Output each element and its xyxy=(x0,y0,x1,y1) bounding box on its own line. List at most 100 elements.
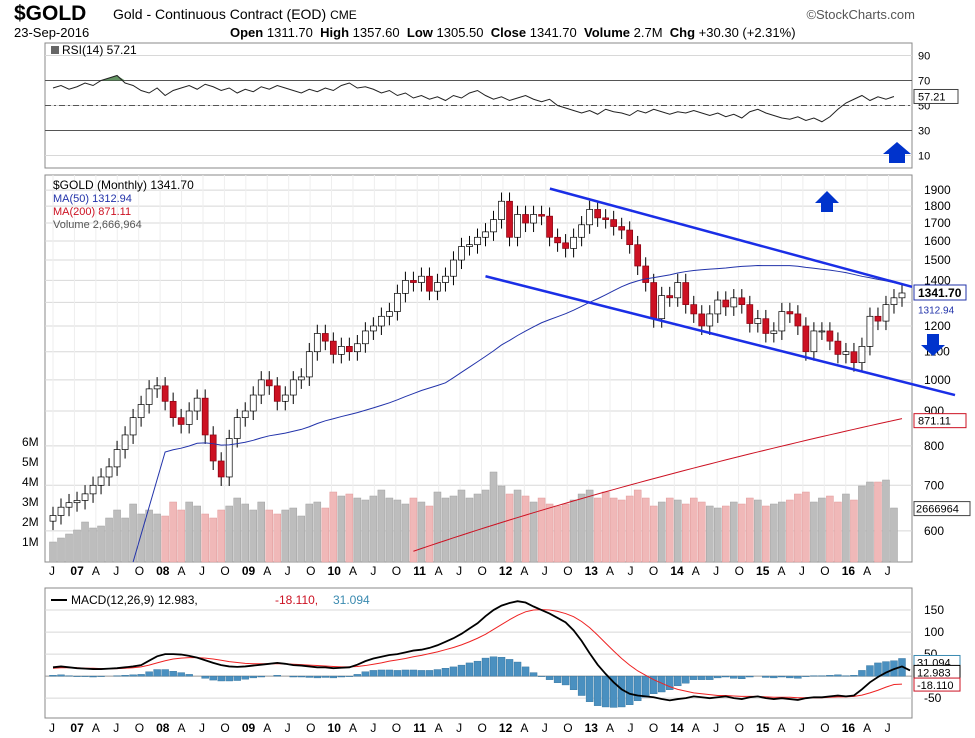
volume-bar xyxy=(57,537,65,563)
volume-bar xyxy=(265,509,274,563)
macd-histogram-bar xyxy=(297,675,305,678)
macd-tick-label: 150 xyxy=(924,603,944,617)
macd-histogram-bar xyxy=(241,675,249,680)
candle-body xyxy=(810,330,818,353)
candle-body xyxy=(370,325,377,332)
volume-bar xyxy=(722,505,730,563)
volume-bar xyxy=(425,505,434,563)
candle-body xyxy=(490,219,497,233)
volume-bar xyxy=(569,499,578,563)
price-tick-label: 1000 xyxy=(924,373,951,387)
volume-tick-label: 4M xyxy=(22,475,39,489)
description-text: Gold - Continuous Contract (EOD) xyxy=(113,6,327,22)
x-axis-label: J xyxy=(799,564,805,578)
volume-bar xyxy=(481,489,490,563)
candle-body xyxy=(474,236,481,246)
candle-body xyxy=(466,244,473,247)
volume-bar xyxy=(369,495,378,563)
macd-histogram-bar xyxy=(161,669,169,677)
description: Gold - Continuous Contract (EOD) CME xyxy=(113,6,357,22)
candle-body xyxy=(402,280,409,294)
macd-x-axis-label: 16 xyxy=(842,721,856,735)
x-axis-label: J xyxy=(885,564,891,578)
volume-bar xyxy=(706,505,714,563)
candle-body xyxy=(866,315,874,347)
candle-body xyxy=(418,275,425,283)
candle-body xyxy=(209,434,217,462)
x-axis-label: J xyxy=(49,564,55,578)
candle-body xyxy=(137,404,145,419)
chg-value: +30.30 (+2.31%) xyxy=(698,25,796,40)
macd-value: 12.983 xyxy=(917,667,951,679)
macd-x-axis-label: 10 xyxy=(328,721,342,735)
volume-bar xyxy=(826,495,834,563)
x-axis-label: O xyxy=(306,564,315,578)
volume-bar xyxy=(625,495,634,563)
macd-histogram-bar xyxy=(57,674,65,677)
macd-histogram-bar xyxy=(858,670,866,677)
macd-histogram-bar xyxy=(385,669,394,677)
candle-body xyxy=(65,502,73,508)
volume-bar xyxy=(89,527,97,563)
volume-bar xyxy=(738,503,746,563)
ma50-line xyxy=(132,265,903,563)
macd-histogram-bar xyxy=(593,675,602,706)
macd-x-axis-label: 07 xyxy=(70,721,84,735)
macd-histogram-bar xyxy=(882,661,890,677)
candle-body xyxy=(858,346,866,364)
macd-x-axis-label: J xyxy=(456,721,462,735)
candle-body xyxy=(730,297,738,308)
ma50-value-label: 1312.94 xyxy=(918,305,955,316)
candle-body xyxy=(514,214,521,238)
candle-body xyxy=(105,466,113,478)
candle-body xyxy=(378,315,385,327)
macd-histogram-bar xyxy=(513,661,522,677)
volume-bar xyxy=(890,507,898,563)
candle-body xyxy=(193,397,201,412)
candle-body xyxy=(257,379,265,396)
macd-histogram-bar xyxy=(369,670,378,677)
volume-bar xyxy=(121,517,129,563)
price-tick-label: 1200 xyxy=(924,319,951,333)
x-axis-label: 16 xyxy=(842,564,856,578)
candle-body xyxy=(217,460,225,478)
candle-body xyxy=(426,275,433,292)
x-axis-label: A xyxy=(435,564,443,578)
candle-body xyxy=(81,493,89,501)
macd-signal-value: -18.110 xyxy=(917,680,954,692)
volume-bar xyxy=(505,493,514,563)
macd-histogram-bar xyxy=(145,671,153,677)
volume-bar xyxy=(730,501,738,563)
macd-x-axis-label: A xyxy=(178,721,186,735)
volume-tick-label: 6M xyxy=(22,435,39,449)
upper-trendline xyxy=(549,187,913,289)
candle-body xyxy=(345,346,353,353)
macd-histogram-bar xyxy=(89,675,97,678)
volume-bar xyxy=(281,509,290,563)
macd-histogram-bar xyxy=(553,675,562,683)
volume-bar xyxy=(233,497,241,563)
close-value: 1341.70 xyxy=(529,25,577,40)
volume-bar xyxy=(810,501,818,563)
x-axis-label: A xyxy=(263,564,271,578)
macd-x-axis-label: 14 xyxy=(670,721,684,735)
volume-bar xyxy=(433,491,442,563)
macd-histogram-bar xyxy=(481,657,490,677)
candle-body xyxy=(898,292,906,299)
macd-histogram-bar xyxy=(449,666,458,677)
close-value-box xyxy=(913,284,967,301)
macd-x-axis-label: J xyxy=(49,721,55,735)
macd-histogram-bar xyxy=(794,675,802,679)
candle-body xyxy=(113,449,121,468)
volume-bar xyxy=(353,497,362,563)
macd-histogram-bar xyxy=(746,675,754,678)
x-axis-label: O xyxy=(649,564,658,578)
volume-bar xyxy=(657,501,666,563)
macd-x-axis-label: A xyxy=(520,721,528,735)
candle-body xyxy=(874,315,882,322)
macd-histogram-bar xyxy=(786,675,794,679)
macd-x-axis-label: A xyxy=(863,721,871,735)
volume-tick-label: 3M xyxy=(22,495,39,509)
volume-bar xyxy=(818,497,826,563)
candle-body xyxy=(530,214,537,224)
